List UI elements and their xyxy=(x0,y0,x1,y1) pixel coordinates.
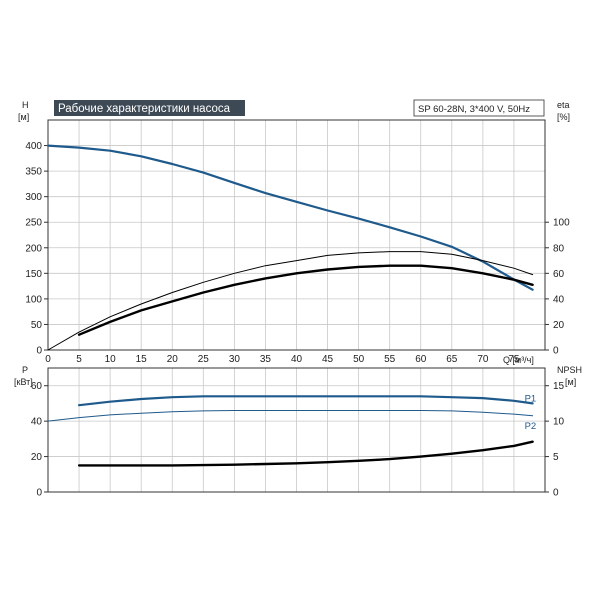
x-tick-label-0: 0 xyxy=(45,354,51,365)
lower-y-left-tick-label-40: 40 xyxy=(31,417,43,428)
upper-plot-frame xyxy=(47,119,546,351)
upper-y-right-tick-label-40: 40 xyxy=(553,294,565,305)
lower-grid xyxy=(47,368,545,493)
x-tick-label-65: 65 xyxy=(446,354,458,365)
upper-y-left-tick-label-400: 400 xyxy=(25,141,42,152)
lower-y-left-tick-label-0: 0 xyxy=(36,488,42,499)
x-tick-label-70: 70 xyxy=(477,354,489,365)
series-label-p1: P1 xyxy=(525,393,537,404)
x-tick-label-15: 15 xyxy=(136,354,148,365)
x-tick-label-5: 5 xyxy=(76,354,82,365)
y-left-label: H xyxy=(22,100,29,110)
lower-y-right-unit: [м] xyxy=(565,377,576,387)
x-tick-label-30: 30 xyxy=(229,354,241,365)
lower-y-right-tick-label-10: 10 xyxy=(553,417,565,428)
upper-y-right-tick-label-100: 100 xyxy=(553,218,570,229)
upper-y-left-tick-label-50: 50 xyxy=(31,320,43,331)
chart-subtitle: SP 60-28N, 3*400 V, 50Hz xyxy=(418,104,530,115)
y-right-label: eta xyxy=(557,100,570,110)
subtitle-box xyxy=(413,99,545,117)
lower-y-right-tick-label-15: 15 xyxy=(553,381,565,392)
upper-grid xyxy=(47,120,545,351)
title-box xyxy=(54,100,245,116)
x-tick-label-55: 55 xyxy=(384,354,396,365)
upper-y-right-tick-label-20: 20 xyxy=(553,320,565,331)
upper-y-left-tick-label-150: 150 xyxy=(25,269,42,280)
lower-series-line-2 xyxy=(77,440,534,467)
upper-y-left-tick-label-350: 350 xyxy=(25,167,42,178)
upper-y-right-tick-label-60: 60 xyxy=(553,269,565,280)
lower-y-left-tick-label-20: 20 xyxy=(31,452,43,463)
x-tick-label-75: 75 xyxy=(508,354,520,365)
x-tick-label-45: 45 xyxy=(322,354,334,365)
y-left-unit: [м] xyxy=(18,112,29,122)
chart-title: Рабочие характеристики насоса xyxy=(58,103,231,115)
upper-y-left-tick-label-0: 0 xyxy=(36,346,42,357)
lower-ticks: 0 20 40 60 0 5 10 15 xyxy=(31,381,565,498)
lower-y-left-label: P xyxy=(22,365,28,375)
upper-y-left-tick-label-100: 100 xyxy=(25,294,42,305)
lower-series-line-p1 xyxy=(77,395,534,407)
upper-y-right-tick-label-0: 0 xyxy=(553,346,559,357)
upper-y-left-tick-label-200: 200 xyxy=(25,243,42,254)
x-tick-label-10: 10 xyxy=(105,354,117,365)
upper-series-line-1 xyxy=(77,264,534,336)
lower-y-right-label: NPSH xyxy=(557,365,582,375)
x-axis-label: Q [м³/ч] xyxy=(503,355,534,365)
upper-series-line-0 xyxy=(46,144,534,291)
lower-y-right-tick-label-0: 0 xyxy=(553,488,559,499)
upper-series-line-2 xyxy=(47,251,534,351)
lower-plot-frame xyxy=(47,367,546,493)
series-label-p2: P2 xyxy=(525,421,537,432)
upper-y-right-tick-label-80: 80 xyxy=(553,243,565,254)
y-right-unit: [%] xyxy=(557,112,570,122)
upper-y-left-tick-label-300: 300 xyxy=(25,192,42,203)
lower-series-line-p2 xyxy=(47,410,534,422)
x-tick-label-35: 35 xyxy=(260,354,272,365)
upper-series xyxy=(46,144,534,351)
lower-series: P1 P2 xyxy=(47,393,537,467)
x-tick-label-50: 50 xyxy=(353,354,365,365)
x-tick-label-60: 60 xyxy=(415,354,427,365)
lower-y-left-unit: [кВт] xyxy=(14,377,33,387)
lower-chart: P [кВт] NPSH [м] 0 20 40 60 0 5 10 15 P1 P2 xyxy=(14,365,582,499)
upper-chart: Рабочие характеристики насоса SP 60-28N,… xyxy=(18,99,570,365)
x-tick-label-25: 25 xyxy=(198,354,210,365)
upper-y-left-tick-label-250: 250 xyxy=(25,218,42,229)
x-tick-label-40: 40 xyxy=(291,354,303,365)
upper-ticks: 0 5 10 15 20 25 30 35 40 45 50 55 60 65 70 75 0 50 100 150 2… xyxy=(25,141,570,365)
lower-y-left-tick-label-60: 60 xyxy=(31,381,43,392)
lower-y-right-tick-label-5: 5 xyxy=(553,452,559,463)
x-tick-label-20: 20 xyxy=(167,354,179,365)
